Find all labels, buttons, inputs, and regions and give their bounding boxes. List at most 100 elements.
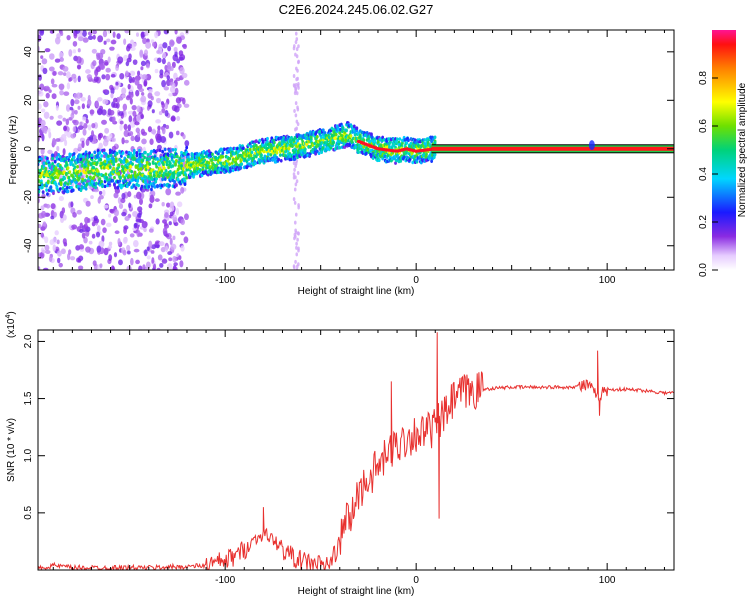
heatmap-ridge-cell — [254, 161, 257, 166]
heatmap-noise-cell — [160, 246, 166, 253]
heatmap-ridge-cell — [76, 165, 79, 169]
heatmap-ridge-cell — [269, 153, 273, 157]
heatmap-ridge-cell — [132, 151, 136, 155]
heatmap-ridge-cell — [345, 128, 348, 133]
heatmap-noise-cell — [47, 149, 53, 155]
heatmap-ridge-cell — [114, 159, 118, 163]
heatmap-noise-cell — [76, 209, 82, 215]
heatmap-ridge-cell — [144, 150, 147, 155]
heatmap-ridge-cell — [70, 185, 73, 190]
heatmap-noise-cell — [180, 219, 185, 225]
heatmap-ridge-cell — [88, 151, 91, 155]
heatmap-noise-cell — [143, 249, 148, 257]
heatmap-ridge-cell — [324, 133, 328, 138]
heatmap-ridge-cell — [413, 138, 417, 142]
heatmap-noise-cell — [124, 30, 130, 34]
heatmap-noise-cell — [183, 103, 190, 108]
heatmap-ridge-cell — [137, 175, 140, 180]
heatmap-noise-cell — [126, 250, 131, 255]
heatmap-noise-cell — [107, 245, 113, 249]
heatmap-ridge-cell — [229, 169, 232, 173]
heatmap-ridge-cell — [172, 174, 176, 178]
heatmap-noise-cell — [117, 196, 122, 205]
heatmap-ridge-cell — [228, 162, 232, 166]
heatmap-ridge-cell — [407, 138, 410, 143]
heatmap-noise-cell — [158, 241, 165, 247]
heatmap-noise-cell — [50, 215, 55, 220]
heatmap-noise-cell — [126, 265, 132, 270]
heatmap-noise-cell — [113, 252, 118, 258]
colorbar-tick-label: 0.4 — [698, 167, 709, 181]
heatmap-ridge-cell — [161, 149, 165, 154]
heatmap-noise-cell — [169, 201, 175, 209]
heatmap-noise-cell — [57, 257, 61, 264]
heatmap-noise-cell — [164, 64, 168, 71]
heatmap-noise-cell — [154, 91, 161, 97]
heatmap-noise-cell — [109, 46, 115, 51]
heatmap-noise-cell — [132, 43, 137, 48]
heatmap-noise-cell — [109, 84, 114, 91]
heatmap-noise-cell — [103, 40, 107, 45]
heatmap-noise-cell — [77, 258, 82, 263]
heatmap-noise-cell — [295, 77, 298, 82]
heatmap-noise-cell — [70, 98, 75, 107]
heatmap-noise-cell — [147, 126, 152, 133]
heatmap-ridge-cell — [260, 153, 263, 157]
heatmap-noise-cell — [123, 123, 128, 131]
heatmap-ridge-cell — [83, 164, 87, 169]
heatmap-noise-cell — [98, 132, 104, 139]
heatmap-noise-cell — [295, 47, 299, 52]
heatmap-ridge-cell — [40, 157, 43, 161]
heatmap-ridge-cell — [134, 186, 138, 190]
heatmap-noise-cell — [77, 65, 81, 70]
heatmap-noise-cell — [137, 212, 142, 218]
heatmap-noise-cell — [102, 189, 106, 197]
heatmap-ridge-cell — [66, 166, 70, 170]
heatmap-ridge-cell — [242, 146, 245, 151]
heatmap-noise-cell — [295, 54, 299, 59]
heatmap-noise-cell — [41, 249, 46, 254]
heatmap-noise-cell — [182, 97, 186, 105]
heatmap-noise-cell — [117, 238, 121, 246]
heatmap-noise-cell — [50, 203, 56, 210]
heatmap-noise-cell — [116, 33, 121, 40]
heatmap-noise-cell — [42, 267, 49, 270]
heatmap-noise-cell — [145, 63, 150, 69]
heatmap-noise-cell — [74, 109, 78, 115]
heatmap-noise-cell — [170, 66, 174, 72]
heatmap-ridge-cell — [260, 159, 263, 163]
heatmap-ridge-cell — [207, 149, 211, 153]
heatmap-noise-cell — [156, 50, 160, 54]
heatmap-noise-cell — [58, 262, 63, 268]
heatmap-noise-cell — [140, 60, 146, 67]
heatmap-ridge-cell — [248, 147, 252, 152]
heatmap-ridge-cell — [174, 183, 178, 187]
heatmap-noise-cell — [128, 115, 133, 123]
heatmap-ridge-cell — [183, 179, 187, 183]
heatmap-noise-cell — [77, 105, 81, 110]
heatmap-ridge-cell — [185, 175, 189, 180]
heatmap-noise-cell — [295, 179, 299, 184]
heatmap-noise-cell — [294, 182, 298, 187]
heatmap-noise-cell — [100, 218, 106, 226]
heatmap-noise-cell — [57, 114, 63, 119]
heatmap-ridge-cell — [122, 170, 126, 175]
heatmap-noise-cell — [73, 93, 79, 99]
heatmap-ridge-cell — [180, 150, 183, 155]
heatmap-ridge-cell — [108, 165, 112, 169]
heatmap-ridge-cell — [162, 162, 165, 167]
x-tick-label: -100 — [215, 575, 235, 586]
heatmap-noise-cell — [175, 191, 181, 196]
heatmap-noise-cell — [148, 88, 153, 94]
heatmap-ridge-cell — [357, 150, 360, 155]
heatmap-noise-cell — [79, 229, 84, 234]
heatmap-ridge-cell — [154, 162, 158, 166]
heatmap-noise-cell — [45, 86, 51, 91]
heatmap-noise-cell — [38, 74, 42, 81]
heatmap-noise-cell — [148, 228, 154, 233]
tone-glitch-cell — [588, 140, 595, 151]
heatmap-ridge-cell — [90, 153, 94, 158]
heatmap-ridge-cell — [131, 162, 134, 166]
heatmap-noise-cell — [130, 39, 134, 45]
heatmap-ridge-cell — [113, 183, 116, 187]
